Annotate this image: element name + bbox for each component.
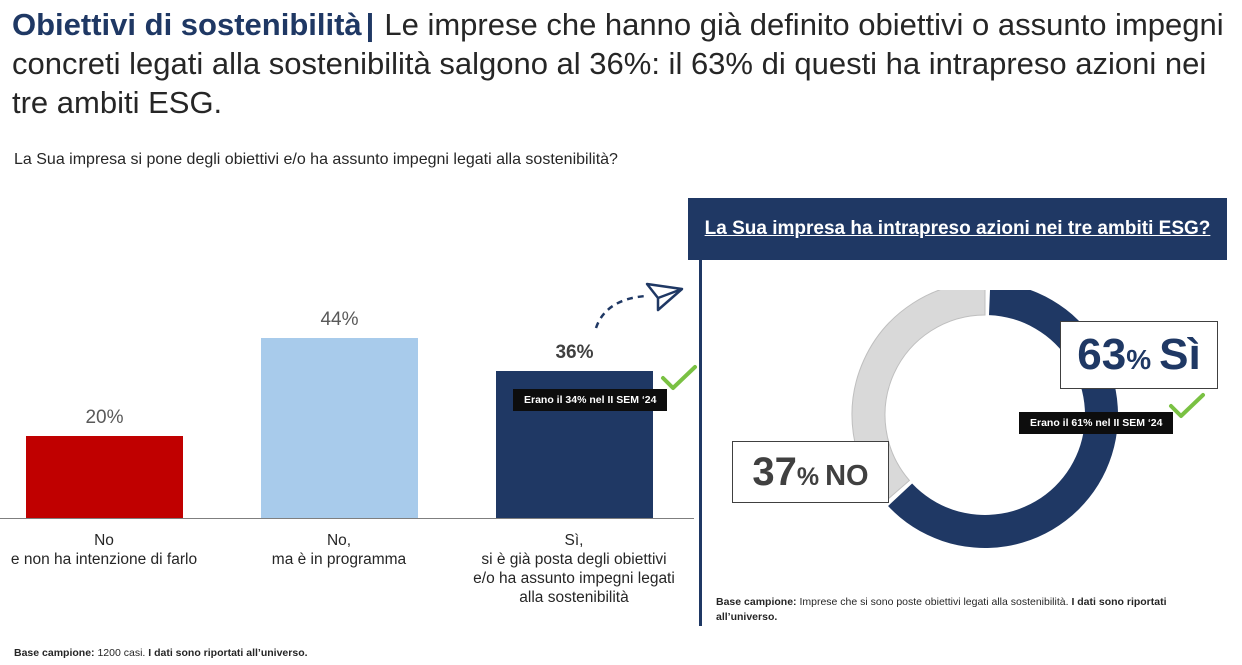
bar-no xyxy=(26,436,183,518)
previous-semester-badge-donut: Erano il 61% nel II SEM ‘24 xyxy=(1019,412,1174,434)
check-icon xyxy=(1169,393,1205,418)
headline: Obiettivi di sostenibilità | Le imprese ch… xyxy=(12,5,1232,122)
value-label-in-programma: 44% xyxy=(320,309,359,330)
panel-divider xyxy=(699,260,702,626)
title-separator: | xyxy=(365,7,375,42)
headline-text: Le imprese che hanno già definito obiett… xyxy=(12,7,1224,120)
donut-label-yes: 63% Sì xyxy=(1060,321,1218,389)
x-axis-line xyxy=(0,518,694,519)
dashed-arrow-icon xyxy=(594,294,647,329)
footnote-right: Base campione: Imprese che si sono poste… xyxy=(716,596,1167,623)
survey-question: La Sua impresa si pone degli obiettivi e… xyxy=(14,151,618,168)
value-label-no: 20% xyxy=(85,407,124,429)
bar-in-programma xyxy=(261,338,418,518)
slide-title: Obiettivi di sostenibilità xyxy=(12,7,362,42)
check-icon xyxy=(661,365,697,390)
footnote-left: Base campione: 1200 casi. I dati sono ri… xyxy=(14,647,308,659)
panel-title: La Sua impresa ha intrapreso azioni nei … xyxy=(688,198,1227,260)
donut-slice-sì xyxy=(888,290,1118,548)
donut-label-no: 37% NO xyxy=(732,441,889,503)
category-label-si: Sì, si è già posta degli obiettivi e/o ha … xyxy=(473,532,675,606)
paper-plane-icon xyxy=(645,282,684,312)
value-label-si: 36% xyxy=(555,341,594,363)
previous-semester-badge-bar: Erano il 34% nel II SEM ‘24 xyxy=(513,389,668,411)
category-label-in-programma: No, ma è in programma xyxy=(271,532,407,568)
category-label-no: No e non ha intenzione di farlo xyxy=(10,532,198,568)
